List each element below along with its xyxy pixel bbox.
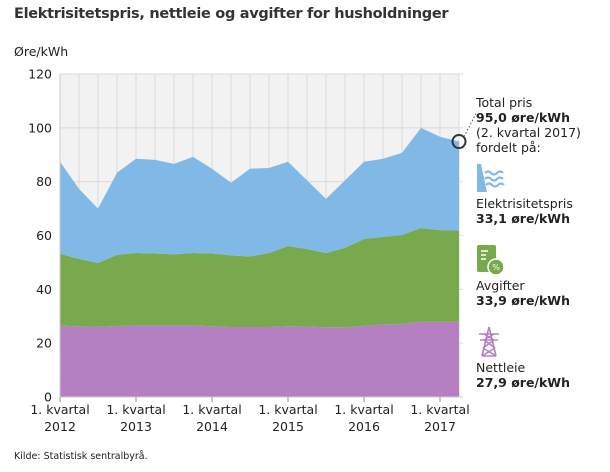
source-note: Kilde: Statistisk sentralbyrå. xyxy=(14,451,148,462)
y-tick-label: 100 xyxy=(28,120,52,135)
legend-value: 33,9 øre/kWh xyxy=(476,293,570,308)
x-tick-year: 2013 xyxy=(120,419,152,434)
annotation-leader xyxy=(463,113,477,137)
area-avgifter xyxy=(60,227,459,328)
x-tick-year: 2017 xyxy=(424,419,456,434)
y-tick-label: 80 xyxy=(36,174,52,189)
x-tick-label: 1. kvartal xyxy=(182,402,241,417)
total-marker xyxy=(451,134,467,150)
x-tick-year: 2015 xyxy=(272,419,304,434)
x-tick-label: 1. kvartal xyxy=(30,402,89,417)
x-tick-year: 2016 xyxy=(348,419,380,434)
total-label: Total pris xyxy=(476,95,533,110)
y-tick-label: 60 xyxy=(36,228,52,243)
legend-item-avgifter: Avgifter 33,9 øre/kWh xyxy=(476,278,570,308)
power-pylon-icon xyxy=(479,326,499,357)
area-elektrisitetspris xyxy=(60,127,459,263)
legend-label: Elektrisitetspris xyxy=(476,196,573,211)
y-tick-label: 120 xyxy=(28,67,52,82)
tax-document-icon: % xyxy=(477,245,505,276)
total-value: 95,0 øre/kWh xyxy=(476,110,570,125)
legend-value: 33,1 øre/kWh xyxy=(476,211,570,226)
split-label: fordelt på: xyxy=(476,140,541,155)
x-tick-year: 2014 xyxy=(196,419,228,434)
x-tick-year: 2012 xyxy=(44,419,76,434)
y-tick-label: 0 xyxy=(44,390,52,405)
total-annotation: Total pris 95,0 øre/kWh (2. kvartal 2017… xyxy=(476,95,581,155)
svg-text:%: % xyxy=(492,263,500,272)
legend-value: 27,9 øre/kWh xyxy=(476,375,570,390)
chart-title: Elektrisitetspris, nettleie og avgifter … xyxy=(14,6,449,22)
y-axis-label: Øre/kWh xyxy=(14,44,69,59)
x-tick-label: 1. kvartal xyxy=(334,402,393,417)
legend-label: Avgifter xyxy=(476,278,525,293)
legend-label: Nettleie xyxy=(476,360,526,375)
x-tick-label: 1. kvartal xyxy=(106,402,165,417)
y-tick-label: 20 xyxy=(36,336,52,351)
y-tick-label: 40 xyxy=(36,282,52,297)
x-tick-label: 1. kvartal xyxy=(258,402,317,417)
legend-item-elektrisitetspris: Elektrisitetspris 33,1 øre/kWh xyxy=(476,196,573,226)
total-period: (2. kvartal 2017) xyxy=(476,125,581,140)
area-nettleie xyxy=(60,321,459,397)
x-tick-label: 1. kvartal xyxy=(410,402,469,417)
legend-item-nettleie: Nettleie 27,9 øre/kWh xyxy=(476,360,570,390)
hydropower-icon xyxy=(477,164,505,192)
